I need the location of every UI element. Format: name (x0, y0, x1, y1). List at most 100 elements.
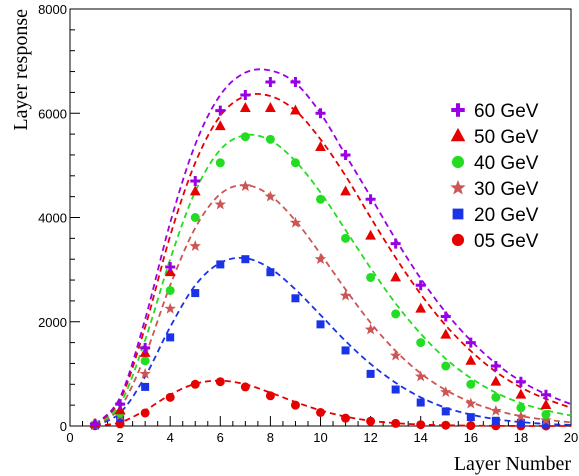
data-point (365, 229, 376, 240)
y-tick-label: 8000 (38, 2, 67, 17)
data-point (291, 294, 300, 303)
data-point (440, 386, 452, 397)
data-point (166, 333, 175, 342)
data-point (316, 194, 325, 204)
data-point (239, 102, 251, 112)
data-point (515, 410, 527, 422)
x-tick-label: 16 (464, 430, 478, 445)
data-point (491, 416, 500, 425)
data-point (466, 421, 476, 431)
data-point (415, 280, 426, 291)
x-tick-label: 8 (267, 430, 274, 445)
data-point (190, 379, 200, 389)
legend-marker (450, 179, 466, 195)
data-point (290, 158, 300, 168)
data-point (389, 349, 402, 361)
data-point (214, 120, 226, 131)
data-point (141, 382, 150, 391)
x-tick-label: 20 (564, 430, 578, 445)
data-point (265, 76, 276, 87)
x-tick-label: 0 (66, 430, 73, 445)
y-tick-label: 2000 (38, 315, 67, 330)
data-point (515, 376, 526, 387)
data-point (215, 105, 226, 116)
data-point (391, 309, 401, 319)
data-point (441, 407, 450, 416)
data-point (441, 420, 451, 430)
data-point (391, 418, 401, 428)
legend-marker (452, 208, 464, 220)
y-tick-label: 4000 (38, 211, 67, 226)
data-point (264, 190, 277, 202)
data-point (541, 410, 551, 420)
data-point (391, 385, 400, 394)
data-point (140, 356, 150, 366)
data-points-group (89, 76, 552, 431)
legend-label: 40 GeV (474, 153, 539, 174)
data-point (415, 302, 427, 313)
data-point (189, 185, 201, 196)
data-point (190, 176, 201, 187)
legend-label: 50 GeV (474, 127, 539, 148)
legend-label: 05 GeV (474, 231, 539, 252)
fit-curve-20-gev (94, 256, 572, 427)
y-axis-title: Layer response (10, 9, 32, 131)
data-point (289, 216, 302, 228)
x-tick-label: 14 (413, 430, 427, 445)
legend-marker (451, 233, 465, 247)
legend-marker (451, 103, 465, 117)
data-point (290, 76, 301, 87)
legend-label: 20 GeV (474, 205, 539, 226)
data-point (340, 185, 351, 196)
data-point (540, 389, 551, 400)
data-point (491, 392, 501, 402)
x-tick-label: 18 (514, 430, 528, 445)
data-point (540, 414, 552, 426)
data-point (215, 158, 225, 168)
legend-marker (451, 155, 465, 169)
data-point (315, 108, 326, 119)
data-point (365, 194, 376, 205)
data-point (240, 132, 250, 142)
data-point (490, 404, 502, 416)
data-point (114, 404, 126, 415)
data-point (139, 367, 151, 379)
data-point (465, 354, 477, 365)
x-tick-label: 10 (313, 430, 327, 445)
data-point (490, 361, 501, 372)
data-point (290, 104, 301, 115)
x-axis-title: Layer Number (454, 453, 572, 475)
data-point (516, 403, 526, 413)
data-point (116, 414, 125, 423)
legend-label: 60 GeV (474, 101, 539, 122)
fit-curve-30-gev (94, 184, 572, 426)
data-point (466, 413, 475, 422)
fit-curve-60-gev (94, 68, 572, 426)
data-point (465, 397, 477, 409)
data-point (416, 338, 426, 348)
data-point (265, 391, 275, 401)
data-point (265, 102, 276, 112)
data-point (164, 302, 176, 314)
data-point (191, 289, 200, 298)
data-point (90, 418, 101, 429)
data-point (314, 253, 327, 265)
data-point (290, 400, 300, 410)
x-tick-label: 12 (363, 430, 377, 445)
fit-curves-group (94, 68, 572, 427)
legend: 60 GeV 50 GeV 40 GeV 30 GeV 20 GeV 05 GeV (450, 101, 539, 252)
data-point (316, 407, 325, 417)
data-point (440, 311, 451, 322)
data-point (364, 323, 377, 335)
data-point (339, 289, 352, 301)
data-point (390, 238, 401, 249)
axes-group: 0 2 4 6 8 10 12 14 16 18 20 0 2000 4000 6000 8000 Layer … (10, 2, 578, 475)
data-point (366, 272, 376, 282)
data-point (165, 285, 175, 295)
data-point (214, 198, 227, 210)
data-point (515, 388, 527, 399)
data-point (115, 399, 126, 410)
data-point (140, 342, 151, 353)
x-tick-label: 4 (167, 430, 174, 445)
